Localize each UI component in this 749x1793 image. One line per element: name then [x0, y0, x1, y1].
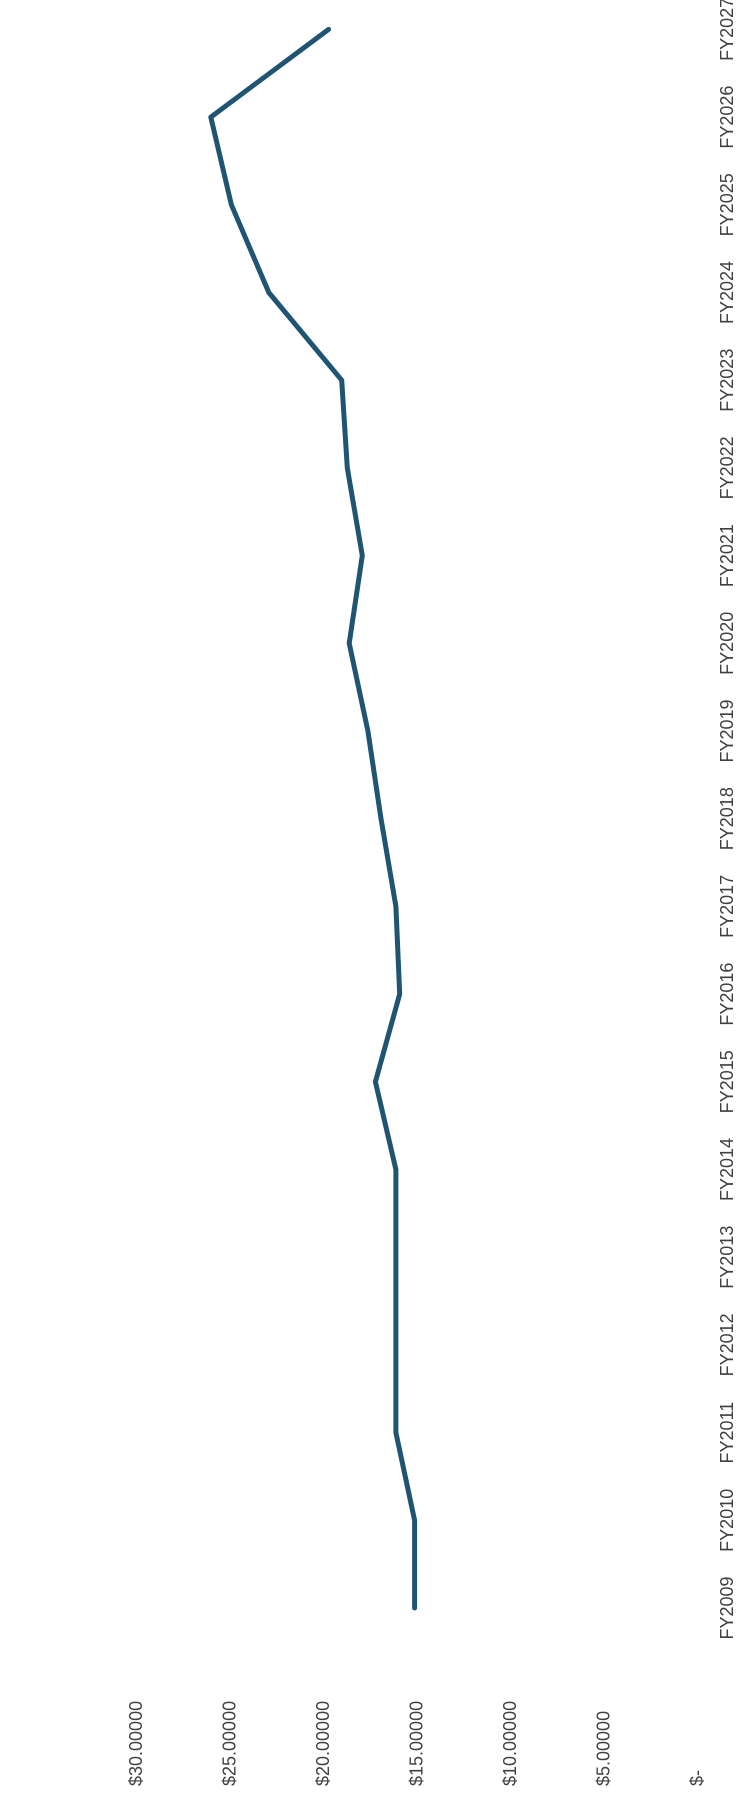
- y-tick-label: $5.00000: [594, 1711, 614, 1786]
- x-tick-label: FY2013: [717, 1226, 737, 1289]
- x-tick-label: FY2027: [717, 0, 737, 61]
- x-tick-label: FY2026: [717, 86, 737, 149]
- x-tick-label: FY2009: [717, 1576, 737, 1639]
- y-tick-label: $20.00000: [313, 1701, 333, 1786]
- x-tick-label: FY2018: [717, 787, 737, 850]
- x-axis-tick-labels: FY2009 FY2010 FY2011 FY2012 FY2013 FY2014 FY20…: [717, 0, 737, 1640]
- y-tick-label: $15.00000: [407, 1701, 427, 1786]
- y-tick-label: $-: [687, 1770, 707, 1786]
- x-tick-label: FY2016: [717, 963, 737, 1026]
- x-tick-label: FY2019: [717, 699, 737, 762]
- x-tick-label: FY2015: [717, 1050, 737, 1113]
- x-tick-label: FY2024: [717, 261, 737, 324]
- series-lines: [208, 26, 418, 1611]
- series-line: [208, 26, 418, 1611]
- x-tick-label: FY2011: [717, 1402, 737, 1464]
- y-axis-tick-labels: $- $5.00000 $10.00000 $15.00000 $20.00000 $25…: [126, 1701, 707, 1786]
- x-tick-label: FY2014: [717, 1138, 737, 1201]
- x-tick-label: FY2012: [717, 1313, 737, 1376]
- x-tick-label: FY2017: [717, 875, 737, 938]
- x-tick-label: FY2022: [717, 436, 737, 499]
- y-tick-label: $25.00000: [220, 1701, 240, 1786]
- x-tick-label: FY2021: [717, 524, 737, 587]
- x-tick-label: FY2020: [717, 612, 737, 675]
- y-tick-label: $30.00000: [126, 1701, 146, 1786]
- x-tick-label: FY2010: [717, 1489, 737, 1552]
- x-tick-label: FY2023: [717, 349, 737, 412]
- y-tick-label: $10.00000: [500, 1701, 520, 1786]
- x-tick-label: FY2025: [717, 173, 737, 236]
